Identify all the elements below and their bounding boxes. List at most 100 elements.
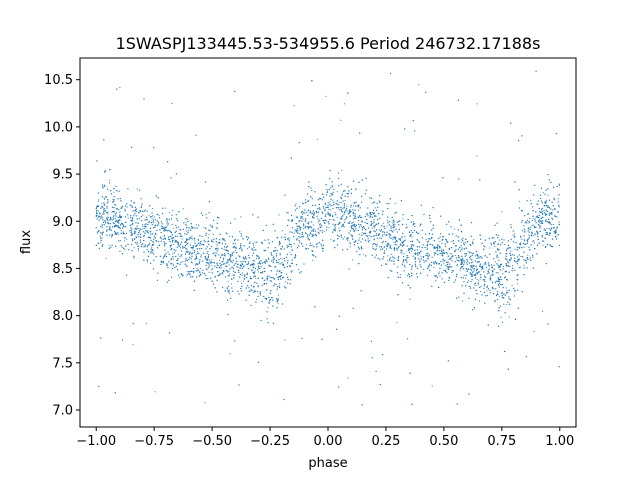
data-point xyxy=(396,249,398,251)
data-point xyxy=(501,211,503,213)
data-point xyxy=(166,218,168,220)
data-point xyxy=(351,236,353,238)
data-point xyxy=(374,231,376,233)
data-point xyxy=(411,266,413,268)
data-point xyxy=(319,197,321,199)
data-point xyxy=(331,193,333,195)
data-point xyxy=(368,235,370,237)
data-point xyxy=(262,262,264,264)
data-point xyxy=(508,316,510,318)
data-point xyxy=(378,222,380,224)
data-point xyxy=(531,224,533,227)
data-point xyxy=(389,260,391,262)
data-point xyxy=(228,273,231,275)
data-point xyxy=(352,259,354,261)
data-point xyxy=(423,259,425,261)
data-point xyxy=(326,206,328,208)
data-point xyxy=(325,95,327,97)
data-point xyxy=(491,281,493,283)
data-point xyxy=(465,269,467,271)
data-point xyxy=(386,225,388,227)
data-point xyxy=(548,199,551,201)
data-point xyxy=(331,204,333,206)
data-point xyxy=(403,256,405,258)
data-point xyxy=(539,227,541,229)
data-point xyxy=(326,191,328,194)
data-point xyxy=(429,243,431,245)
data-point xyxy=(312,230,314,232)
data-point xyxy=(329,218,331,221)
data-point xyxy=(185,264,187,267)
data-point xyxy=(280,278,282,280)
data-point xyxy=(468,280,470,282)
data-point xyxy=(274,230,276,232)
data-point xyxy=(361,201,363,203)
data-point xyxy=(511,264,514,267)
data-point xyxy=(470,281,472,283)
data-point xyxy=(306,235,309,237)
data-point xyxy=(290,246,292,248)
data-point xyxy=(499,266,501,268)
data-point xyxy=(531,231,533,233)
data-point xyxy=(378,229,380,231)
data-point xyxy=(237,290,239,292)
data-point xyxy=(504,312,506,314)
data-point xyxy=(375,254,378,256)
data-point xyxy=(500,316,502,318)
data-point xyxy=(496,256,498,258)
data-point xyxy=(119,197,121,200)
data-point xyxy=(425,233,427,235)
data-point xyxy=(148,255,150,257)
data-point xyxy=(219,239,221,241)
data-point xyxy=(521,238,523,240)
data-point xyxy=(114,233,116,235)
data-point xyxy=(97,200,99,202)
data-point xyxy=(391,270,393,272)
data-point xyxy=(300,271,302,273)
data-point xyxy=(440,249,443,251)
data-point xyxy=(221,272,223,274)
data-point xyxy=(200,256,202,258)
data-point xyxy=(406,257,408,259)
data-point xyxy=(374,225,376,227)
data-point xyxy=(368,227,370,229)
data-point xyxy=(273,256,275,258)
data-point xyxy=(101,226,103,228)
data-point xyxy=(493,268,495,270)
data-point xyxy=(429,238,431,240)
data-point xyxy=(461,239,463,241)
data-point xyxy=(168,238,170,240)
data-point xyxy=(462,258,464,260)
data-point xyxy=(547,243,549,246)
data-point xyxy=(406,261,408,263)
data-point xyxy=(355,227,357,229)
data-point xyxy=(144,244,146,246)
data-point xyxy=(366,235,369,237)
data-point xyxy=(277,294,279,296)
data-point xyxy=(210,261,213,263)
data-point xyxy=(486,294,489,297)
data-point xyxy=(378,200,380,202)
data-point xyxy=(257,269,259,271)
data-point xyxy=(184,260,186,262)
data-point xyxy=(101,213,104,215)
data-point xyxy=(391,230,393,232)
data-point xyxy=(412,120,414,122)
data-point xyxy=(299,233,301,235)
data-point xyxy=(150,250,152,252)
data-point xyxy=(254,241,256,243)
data-point xyxy=(97,192,99,194)
data-point xyxy=(334,227,336,229)
data-point xyxy=(396,221,398,223)
data-point xyxy=(396,322,398,324)
data-point xyxy=(499,239,501,241)
data-point xyxy=(99,235,101,237)
data-point xyxy=(283,257,285,260)
data-point xyxy=(397,247,399,249)
data-point xyxy=(536,233,539,236)
data-point xyxy=(430,264,432,266)
data-point xyxy=(212,262,214,264)
data-point xyxy=(524,240,526,242)
data-point xyxy=(312,259,314,261)
data-point xyxy=(553,231,555,233)
